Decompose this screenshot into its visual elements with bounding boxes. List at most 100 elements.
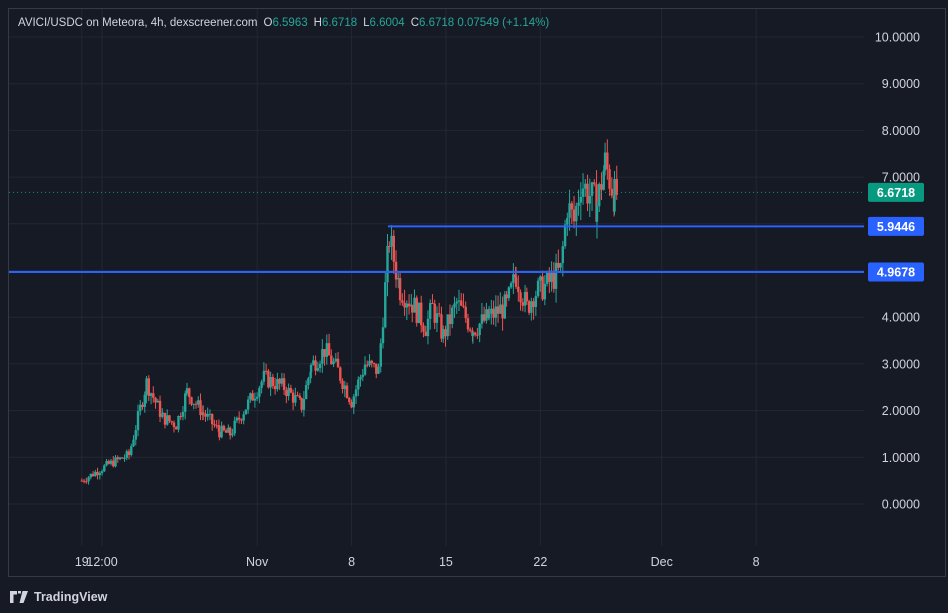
candle-body <box>300 397 303 410</box>
candle-body <box>548 272 551 282</box>
candle-body <box>492 308 495 318</box>
candle-body <box>462 305 465 307</box>
candle-body <box>227 427 230 433</box>
candle-body <box>118 457 122 460</box>
candle-body <box>348 398 351 403</box>
candle-body <box>80 480 84 482</box>
candle-body <box>403 302 406 308</box>
y-tick-label: 10.0000 <box>875 31 920 45</box>
open-value: 6.5963 <box>272 17 308 29</box>
candle-body <box>361 374 364 377</box>
candle-body <box>615 179 618 195</box>
candle-body <box>501 304 504 319</box>
candle-body <box>87 477 90 482</box>
candle-body <box>388 246 391 248</box>
tradingview-logo-icon <box>10 591 28 603</box>
candle-body <box>539 276 542 281</box>
close-label: C <box>410 17 420 29</box>
tradingview-attribution[interactable]: TradingView <box>10 587 107 607</box>
candle-body <box>429 303 432 319</box>
candle-body <box>82 480 86 482</box>
candle-body <box>431 303 434 305</box>
x-tick-label: 15 <box>439 555 453 569</box>
candle-body <box>143 394 146 407</box>
candle-body <box>114 457 117 467</box>
candle-body <box>610 188 614 196</box>
candle-body <box>451 307 454 324</box>
candle-body <box>170 421 173 423</box>
low-label: L <box>363 17 370 29</box>
candle-body <box>405 303 409 308</box>
candle-body <box>149 393 153 396</box>
candle-body <box>375 363 378 374</box>
candle-body <box>570 203 574 210</box>
candle-body <box>602 170 605 190</box>
candle-body <box>255 396 259 399</box>
candle-body <box>296 395 299 397</box>
candle-body <box>590 182 594 196</box>
candle-body <box>262 370 266 382</box>
candle-body <box>420 302 423 326</box>
candle-body <box>217 425 221 432</box>
candle-body <box>105 461 108 466</box>
candle-body <box>523 292 527 306</box>
candle-body <box>499 304 502 314</box>
candle-body <box>453 303 456 308</box>
candle-body <box>435 313 439 323</box>
candle-body <box>141 404 144 407</box>
candle-body <box>244 409 248 415</box>
candle-body <box>543 283 547 300</box>
candle-body <box>194 403 198 405</box>
candle-body <box>577 202 580 206</box>
candle-body <box>413 297 416 313</box>
high-value: 6.6718 <box>321 17 358 29</box>
candle-body <box>473 332 477 335</box>
candle-body <box>550 272 553 282</box>
x-tick-label: 12:00 <box>86 555 117 569</box>
candle-body <box>210 413 214 425</box>
candle-body <box>123 457 126 459</box>
candle-body <box>505 294 508 299</box>
candle-body <box>302 398 306 410</box>
candle-body <box>130 446 133 455</box>
candle-body <box>253 398 257 401</box>
candle-body <box>220 425 223 438</box>
candle-body <box>325 343 329 357</box>
candle-body <box>233 420 236 434</box>
candle-body <box>503 294 507 319</box>
candle-body <box>312 360 315 365</box>
candle-body <box>512 274 515 283</box>
candle-body <box>177 416 180 430</box>
candle-body <box>246 399 250 410</box>
candle-body <box>377 366 380 374</box>
candle-body <box>327 343 331 356</box>
candle-body <box>422 325 425 332</box>
candle-body <box>139 404 142 412</box>
candle-body <box>307 378 310 386</box>
candle-body <box>507 287 511 299</box>
candle-body <box>433 303 436 323</box>
y-tick-label: 4.0000 <box>882 311 920 325</box>
candle-body <box>613 179 616 212</box>
candle-body <box>521 302 525 306</box>
x-tick-label: 8 <box>348 555 355 569</box>
y-tick-label: 0.0000 <box>882 497 920 511</box>
candle-body <box>394 261 398 280</box>
candle-body <box>197 400 200 405</box>
candle-body <box>509 282 513 288</box>
candle-body <box>258 387 261 397</box>
level-price-tag: 4.9678 <box>877 265 915 279</box>
candle-body <box>121 457 124 459</box>
candle-body <box>235 417 239 421</box>
candle-body <box>237 417 241 420</box>
candle-body <box>608 169 611 189</box>
candle-body <box>557 262 560 268</box>
candle-body <box>440 314 443 339</box>
candle-body <box>103 465 106 472</box>
candle-body <box>532 301 535 308</box>
candle-body <box>273 386 277 390</box>
candle-body <box>469 329 472 331</box>
candle-body <box>96 471 99 476</box>
candle-body <box>316 368 320 371</box>
